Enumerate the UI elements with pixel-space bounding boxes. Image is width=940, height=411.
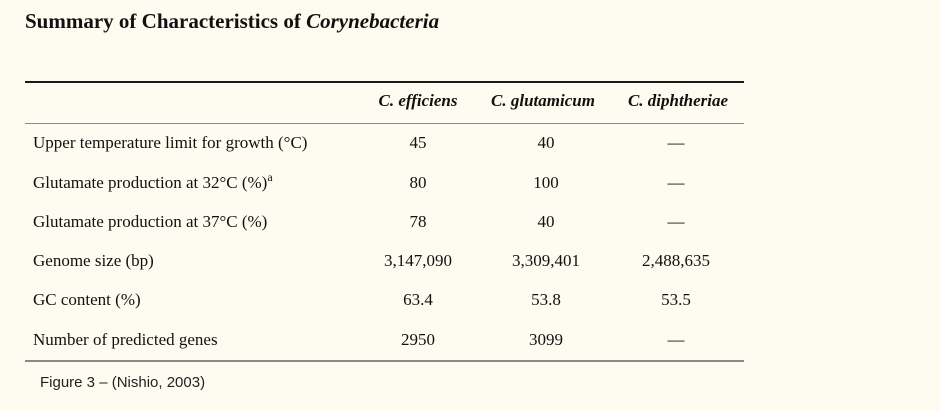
row-label: Genome size (bp) <box>33 251 154 270</box>
row-label-text: Glutamate production at 32°C (%) <box>33 173 268 192</box>
cell-c-diphtheriae: — <box>667 133 685 152</box>
cell-c-efficiens: 80 <box>409 173 427 192</box>
cell-c-diphtheriae: — <box>667 212 685 231</box>
cell-c-diphtheriae: 2,488,635 <box>642 251 710 270</box>
cell-c-efficiens: 78 <box>409 212 427 231</box>
cell-c-efficiens: 63.4 <box>403 290 433 309</box>
table-bottom-rule <box>25 360 744 362</box>
footnote-marker: a <box>267 170 273 184</box>
cell-c-diphtheriae: — <box>667 330 685 349</box>
table-title: Summary of Characteristics of Corynebact… <box>25 9 439 34</box>
column-header-c-glutamicum: C. glutamicum <box>491 91 595 110</box>
figure-caption: Figure 3 – (Nishio, 2003) <box>40 374 206 391</box>
cell-c-glutamicum: 100 <box>533 173 559 192</box>
cell-c-diphtheriae: 53.5 <box>661 290 691 309</box>
title-italic-text: Corynebacteria <box>306 9 440 33</box>
row-label: Number of predicted genes <box>33 330 218 349</box>
cell-c-glutamicum: 40 <box>537 133 555 152</box>
row-label: Glutamate production at 32°C (%)a <box>33 170 273 193</box>
cell-c-efficiens: 3,147,090 <box>384 251 452 270</box>
row-label: Glutamate production at 37°C (%) <box>33 212 268 231</box>
table-top-rule <box>25 81 744 83</box>
title-text: Summary of Characteristics of <box>25 9 307 33</box>
cell-c-glutamicum: 40 <box>537 212 555 231</box>
row-label: Upper temperature limit for growth (°C) <box>33 133 308 152</box>
cell-c-efficiens: 45 <box>409 133 427 152</box>
cell-c-glutamicum: 3,309,401 <box>512 251 580 270</box>
row-label: GC content (%) <box>33 290 141 309</box>
cell-c-glutamicum: 3099 <box>529 330 563 349</box>
column-header-c-diphtheriae: C. diphtheriae <box>627 91 729 110</box>
cell-c-diphtheriae: — <box>667 173 685 192</box>
cell-c-glutamicum: 53.8 <box>531 290 561 309</box>
header-rule <box>25 123 744 124</box>
column-header-c-efficiens: C. efficiens <box>378 91 458 110</box>
cell-c-efficiens: 2950 <box>401 330 435 349</box>
